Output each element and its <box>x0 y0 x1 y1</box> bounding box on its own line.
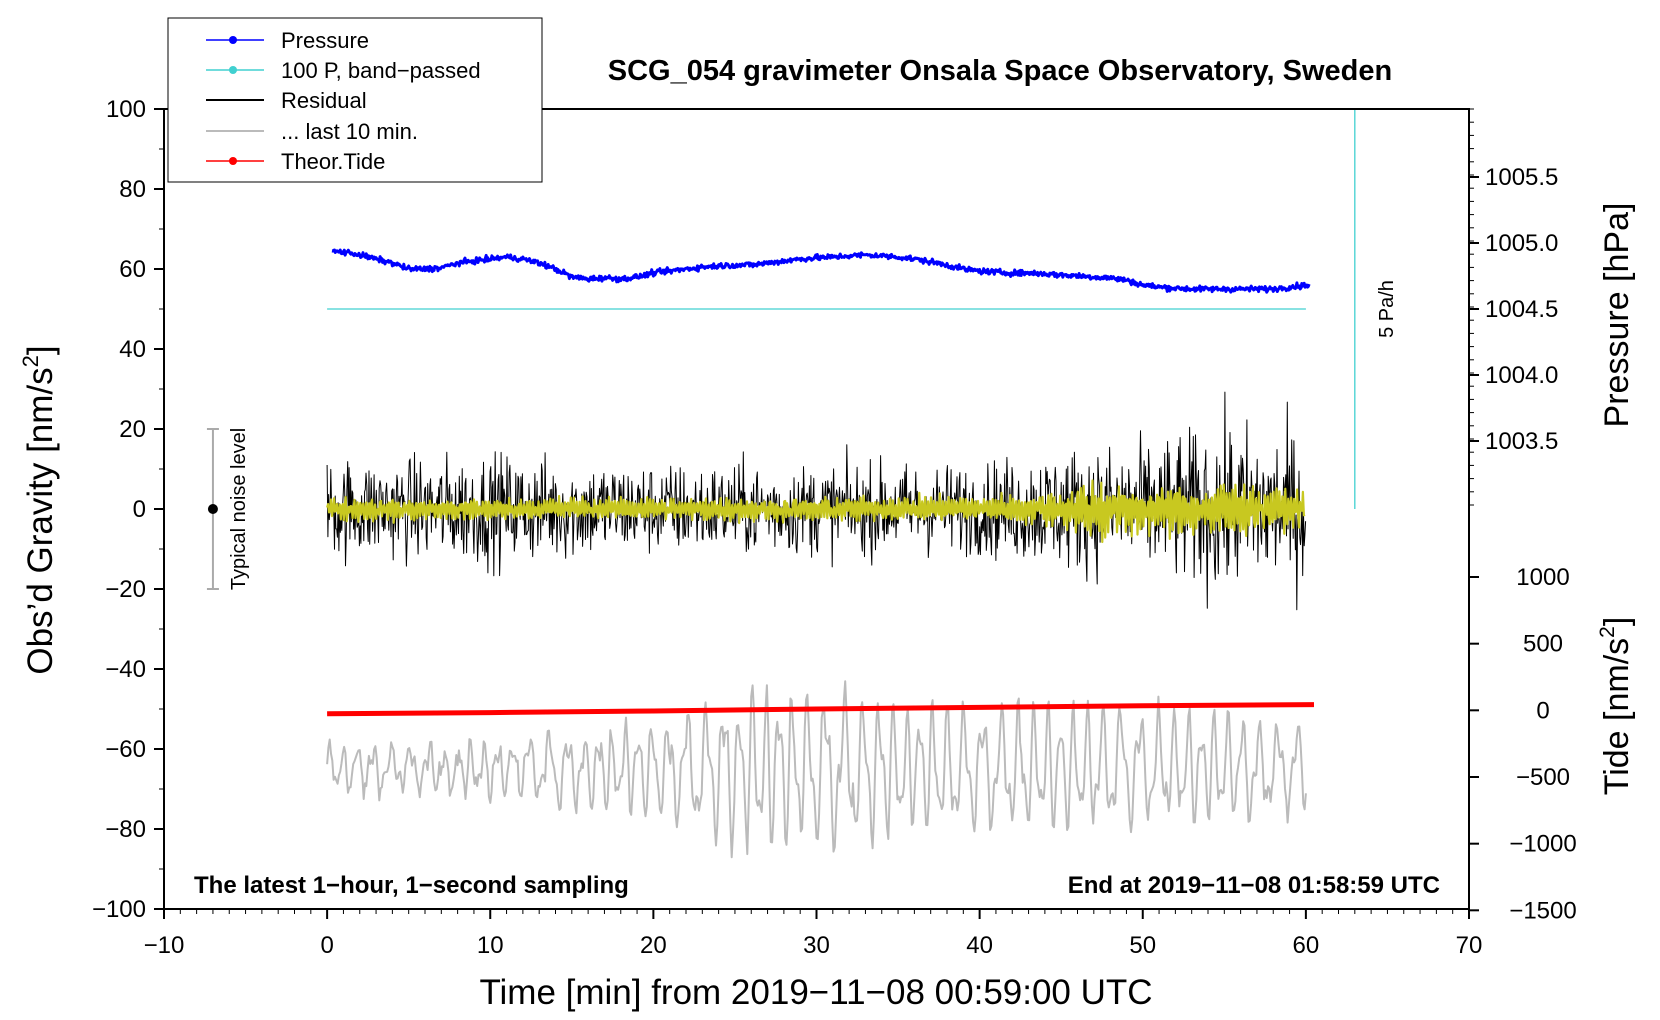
noise-level-label: Typical noise level <box>228 428 250 590</box>
y-tick-label: −60 <box>105 736 146 763</box>
tide-tick-label: 0 <box>1536 697 1549 724</box>
y-tick-label: −80 <box>105 816 146 843</box>
pressure-tick-label: 1005.5 <box>1485 164 1558 191</box>
tide-tick-label: 500 <box>1523 631 1563 658</box>
x-tick-label: 70 <box>1456 932 1483 959</box>
annotation-layer: The latest 1−hour, 1−second sampling End… <box>194 280 1440 899</box>
y-tick-label: 20 <box>119 416 146 443</box>
y-tick-label: −40 <box>105 656 146 683</box>
legend-label-pressure: Pressure <box>281 28 369 53</box>
x-tick-label: 50 <box>1129 932 1156 959</box>
legend-label-last10: ... last 10 min. <box>281 119 418 144</box>
x-tick-label: 30 <box>803 932 830 959</box>
legend-label-tide: Theor.Tide <box>281 149 385 174</box>
y-axis-label-tide-text: Tide [nm/s <box>1598 638 1636 795</box>
pressure-tick-label: 1004.5 <box>1485 296 1558 323</box>
legend-entry-last10: ... last 10 min. <box>206 119 418 144</box>
y-axis-label-tide-end: ] <box>1598 617 1636 626</box>
legend-entry-residual: Residual <box>206 88 367 113</box>
y-axis-label-pressure: Pressure [hPa] <box>1598 203 1636 428</box>
legend: Pressure 100 P, band−passed Residual ...… <box>167 17 543 183</box>
tide-tick-label: 1000 <box>1516 564 1569 591</box>
y-axis-label-tide-sup: 2 <box>1596 626 1619 638</box>
pressure-tick-label: 1004.0 <box>1485 362 1558 389</box>
legend-marker-tide <box>229 157 237 165</box>
noise-bar-center <box>207 504 218 514</box>
y-tick-label: 100 <box>106 96 146 123</box>
legend-entry-tide: Theor.Tide <box>206 149 385 174</box>
bottom-left-note: The latest 1−hour, 1−second sampling <box>194 872 629 899</box>
x-tick-label: 60 <box>1293 932 1320 959</box>
pressure-series-line <box>331 248 1311 294</box>
rate-label: 5 Pa/h <box>1376 280 1398 338</box>
y-tick-label: −20 <box>105 576 146 603</box>
bandpassed-residual-line <box>326 479 1306 544</box>
legend-marker-bandpassed <box>229 66 237 74</box>
x-axis-label: Time [min] from 2019−11−08 00:59:00 UTC <box>479 973 1152 1012</box>
legend-label-bandpassed: 100 P, band−passed <box>281 58 481 83</box>
svg-text:Tide [nm/s2]: Tide [nm/s2] <box>1596 617 1636 796</box>
series-layer <box>206 109 1356 859</box>
y-tick-label: 40 <box>119 336 146 363</box>
legend-label-residual: Residual <box>281 88 367 113</box>
y-tick-label: 80 <box>119 176 146 203</box>
y-tick-label: −100 <box>92 896 146 923</box>
chart-title: SCG_054 gravimeter Onsala Space Observat… <box>608 55 1392 87</box>
pressure-tick-label: 1003.5 <box>1485 428 1558 455</box>
y-axis-label-left-text: Obs’d Gravity [nm/s <box>21 367 60 674</box>
x-tick-label: 40 <box>966 932 993 959</box>
x-tick-label: 0 <box>320 932 333 959</box>
y-axis-label-left-end: ] <box>21 345 60 355</box>
tide-series-line <box>327 702 1315 717</box>
legend-entry-pressure: Pressure <box>206 28 369 53</box>
y-axis-label-left-sup: 2 <box>18 355 43 367</box>
tide-tick-label: −1500 <box>1509 897 1576 924</box>
legend-entry-bandpassed: 100 P, band−passed <box>206 58 481 83</box>
tide-tick-label: −1000 <box>1509 831 1576 858</box>
y-tick-label: 60 <box>119 256 146 283</box>
x-tick-label: 20 <box>640 932 667 959</box>
axes-layer: −10 0 10 20 30 40 50 60 70100806040200−20−40−60−… <box>92 96 1577 959</box>
y-axis-label-left: Obs’d Gravity [nm/s2] <box>18 345 60 674</box>
last10-series-line <box>326 680 1307 859</box>
y-axis-label-tide: Tide [nm/s2] <box>1596 617 1636 796</box>
y-tick-label: 0 <box>133 496 146 523</box>
x-tick-label: 10 <box>477 932 504 959</box>
pressure-tick-label: 1005.0 <box>1485 230 1558 257</box>
bottom-right-note: End at 2019−11−08 01:58:59 UTC <box>1068 872 1440 899</box>
tide-tick-label: −500 <box>1516 764 1570 791</box>
svg-text:Obs’d Gravity [nm/s2]: Obs’d Gravity [nm/s2] <box>18 345 60 674</box>
legend-marker-pressure <box>229 36 237 44</box>
x-tick-label: −10 <box>144 932 185 959</box>
